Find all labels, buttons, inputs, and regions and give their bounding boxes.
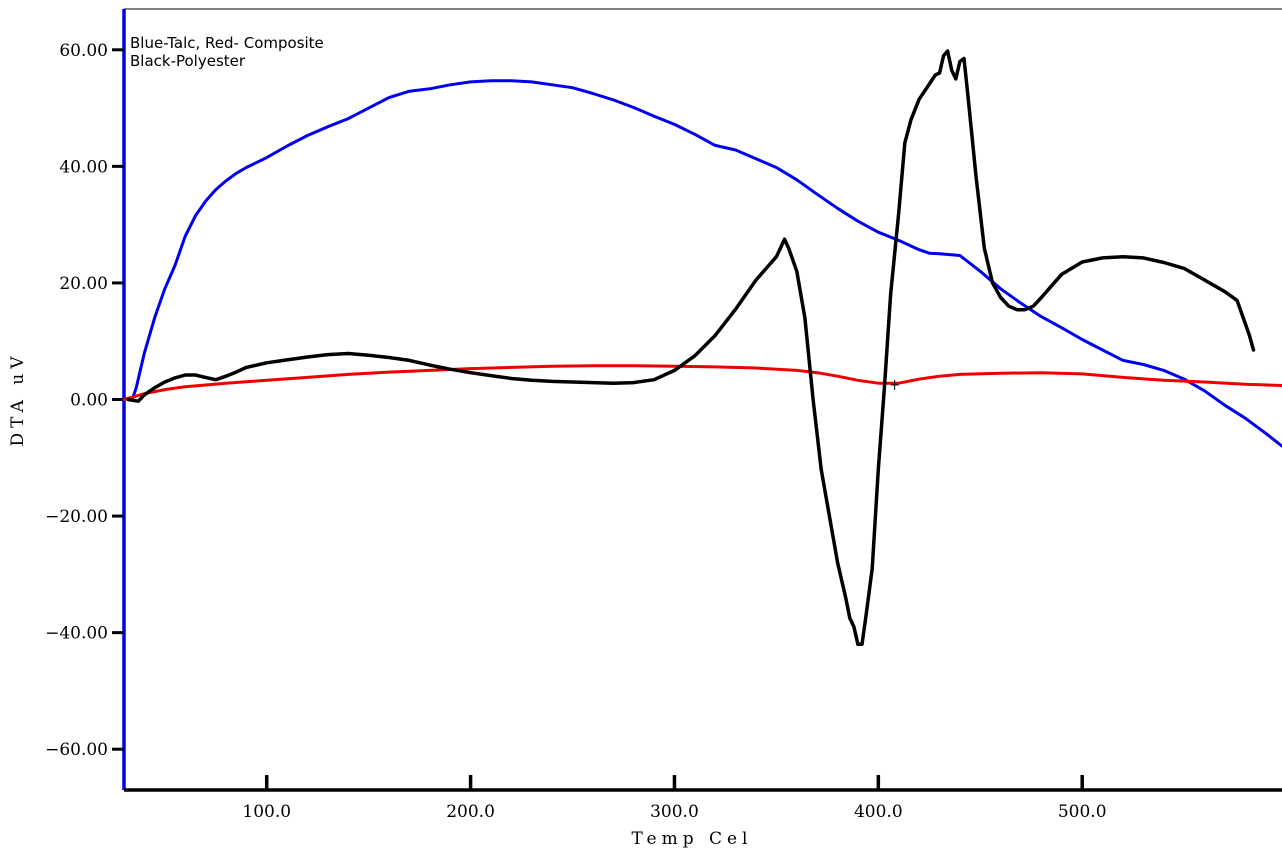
y-ticks: 60.00 40.00 20.00 0.00 −20.00 −40.00 −60.00 bbox=[45, 41, 124, 760]
legend-line-1: Blue-Talc, Red- Composite bbox=[130, 34, 324, 52]
y-tick-label: 60.00 bbox=[59, 41, 108, 61]
x-axis-title: Temp Cel bbox=[632, 829, 753, 848]
y-tick-label: 40.00 bbox=[59, 157, 108, 177]
y-tick-label: −20.00 bbox=[45, 507, 108, 527]
legend-line-2: Black-Polyester bbox=[130, 52, 246, 70]
y-tick-label: −40.00 bbox=[45, 624, 108, 644]
series-line-blue bbox=[130, 79, 1282, 448]
y-axis-title: DTA uV bbox=[8, 352, 28, 447]
x-tick-label: 300.0 bbox=[650, 802, 699, 822]
x-tick-label: 100.0 bbox=[242, 802, 291, 822]
legend: Blue-Talc, Red- Composite Black-Polyeste… bbox=[130, 34, 324, 70]
x-tick-label: 200.0 bbox=[446, 802, 495, 822]
cursor-marker bbox=[890, 379, 899, 390]
series-line-black bbox=[126, 49, 1256, 647]
y-tick-label: 20.00 bbox=[59, 274, 108, 294]
series-line-red bbox=[122, 364, 1282, 401]
y-tick-label: −60.00 bbox=[45, 740, 108, 760]
axes bbox=[122, 8, 1282, 792]
markers bbox=[890, 379, 899, 390]
y-tick-label: 0.00 bbox=[70, 391, 108, 411]
series-lines bbox=[122, 49, 1282, 647]
x-ticks: 100.0 200.0 300.0 400.0 500.0 bbox=[242, 775, 1107, 822]
x-tick-label: 500.0 bbox=[1058, 802, 1107, 822]
x-tick-label: 400.0 bbox=[854, 802, 903, 822]
